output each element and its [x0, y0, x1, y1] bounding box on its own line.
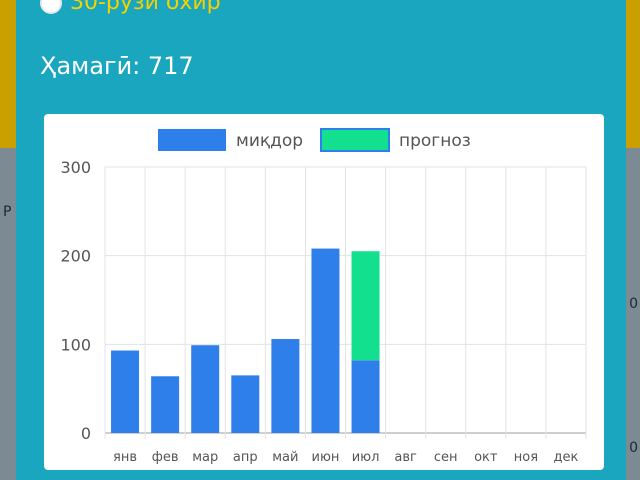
bar-amount: [111, 350, 140, 433]
legend-swatch: [320, 128, 390, 152]
bar-amount: [311, 248, 340, 433]
background-edge-text-right-top: 0: [629, 296, 638, 312]
chart-card: 0 100 200 300 янв фев мар апр май июн июл авг сен окт…: [44, 114, 604, 470]
legend-label: миқдор: [236, 131, 303, 151]
y-tick-label: 200: [60, 247, 91, 266]
background-edge-text-left: Р: [3, 204, 12, 220]
background-edge-text-right-bottom: 0: [629, 440, 638, 456]
period-radio-option[interactable]: 30-рӯзи охир: [40, 0, 221, 15]
bar-amount: [231, 375, 260, 433]
background-left-edge: [0, 148, 16, 480]
legend-swatch: [158, 129, 226, 151]
x-tick-label: авг: [394, 450, 417, 465]
x-tick-label: фев: [152, 450, 179, 465]
x-tick-label: июл: [352, 450, 380, 465]
legend-label: прогноз: [399, 131, 471, 151]
x-tick-label: окт: [474, 450, 498, 465]
x-tick-label: дек: [554, 450, 579, 465]
y-tick-label: 300: [60, 158, 91, 177]
total-label: Ҳамагӣ: 717: [40, 52, 194, 80]
radio-button[interactable]: [40, 0, 62, 14]
x-tick-label: сен: [434, 450, 458, 465]
background-right-edge: [626, 148, 640, 480]
y-tick-label: 0: [81, 424, 91, 443]
bar-amount: [271, 339, 300, 433]
radio-label: 30-рӯзи охир: [70, 0, 221, 15]
x-tick-label: ноя: [514, 450, 538, 465]
bar-amount: [151, 376, 180, 433]
x-tick-label: янв: [113, 450, 137, 465]
x-tick-label: апр: [233, 450, 258, 465]
x-tick-label: июн: [312, 450, 340, 465]
bar-amount: [351, 360, 380, 433]
bar-chart: 0 100 200 300 янв фев мар апр май июн июл авг сен окт…: [60, 128, 587, 465]
bar-amount: [191, 345, 220, 433]
x-tick-label: мар: [192, 450, 218, 465]
bar-forecast: [351, 251, 380, 361]
y-tick-label: 100: [60, 335, 91, 354]
chart-dialog: 30-рӯзи охир Ҳамагӣ: 717 0 100 200 300 янв фе…: [16, 0, 626, 480]
x-tick-label: май: [272, 450, 298, 465]
